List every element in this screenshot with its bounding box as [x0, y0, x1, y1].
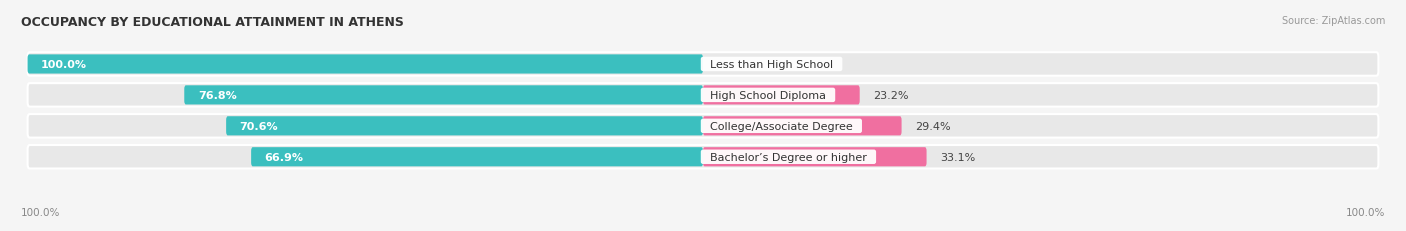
Text: 76.8%: 76.8%	[198, 91, 236, 100]
FancyBboxPatch shape	[28, 145, 1378, 169]
Text: Bachelor’s Degree or higher: Bachelor’s Degree or higher	[703, 152, 875, 162]
FancyBboxPatch shape	[28, 115, 1378, 138]
Text: Source: ZipAtlas.com: Source: ZipAtlas.com	[1281, 16, 1385, 26]
Text: 33.1%: 33.1%	[941, 152, 976, 162]
FancyBboxPatch shape	[28, 53, 1378, 76]
Text: 70.6%: 70.6%	[239, 121, 278, 131]
Text: 66.9%: 66.9%	[264, 152, 304, 162]
Text: 29.4%: 29.4%	[915, 121, 950, 131]
Text: OCCUPANCY BY EDUCATIONAL ATTAINMENT IN ATHENS: OCCUPANCY BY EDUCATIONAL ATTAINMENT IN A…	[21, 16, 404, 29]
Text: College/Associate Degree: College/Associate Degree	[703, 121, 859, 131]
FancyBboxPatch shape	[703, 148, 927, 167]
Text: High School Diploma: High School Diploma	[703, 91, 832, 100]
FancyBboxPatch shape	[28, 55, 703, 74]
FancyBboxPatch shape	[184, 86, 703, 105]
Text: 100.0%: 100.0%	[41, 60, 87, 70]
FancyBboxPatch shape	[703, 86, 859, 105]
Text: Less than High School: Less than High School	[703, 60, 841, 70]
Text: 23.2%: 23.2%	[873, 91, 908, 100]
Text: 100.0%: 100.0%	[21, 207, 60, 217]
FancyBboxPatch shape	[703, 117, 901, 136]
FancyBboxPatch shape	[226, 117, 703, 136]
Text: 100.0%: 100.0%	[1346, 207, 1385, 217]
FancyBboxPatch shape	[28, 84, 1378, 107]
FancyBboxPatch shape	[252, 148, 703, 167]
